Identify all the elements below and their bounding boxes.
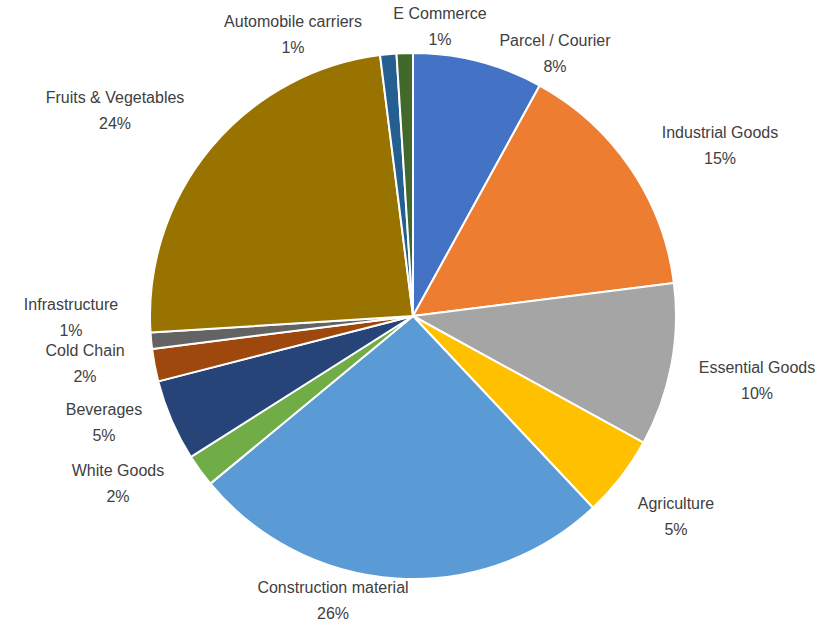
slice-label: E Commerce xyxy=(393,5,486,22)
value-label: 1% xyxy=(59,322,82,339)
slice xyxy=(413,86,674,316)
slice-label: Infrastructure xyxy=(24,296,118,313)
value-label: 5% xyxy=(92,427,115,444)
slice-label: Industrial Goods xyxy=(662,124,779,141)
value-label: 2% xyxy=(106,488,129,505)
slices xyxy=(150,53,676,579)
slice-label: Automobile carriers xyxy=(224,13,362,30)
labels: Parcel / Courier 8% Industrial Goods 15% Ess… xyxy=(24,5,815,622)
value-label: 1% xyxy=(281,39,304,56)
value-label: 10% xyxy=(741,385,773,402)
value-label: 5% xyxy=(664,521,687,538)
slice-label: Essential Goods xyxy=(699,359,816,376)
slice-label: Construction material xyxy=(257,579,408,596)
value-label: 2% xyxy=(73,368,96,385)
slice-label: White Goods xyxy=(72,462,164,479)
slice-label: Parcel / Courier xyxy=(499,32,611,49)
slice-label: Fruits & Vegetables xyxy=(46,89,185,106)
slice xyxy=(396,53,413,316)
slice-label: Beverages xyxy=(66,401,143,418)
value-label: 15% xyxy=(704,150,736,167)
value-label: 24% xyxy=(99,115,131,132)
slice-label: Cold Chain xyxy=(45,342,124,359)
value-label: 26% xyxy=(317,605,349,622)
slice xyxy=(380,54,413,316)
slice-label: Agriculture xyxy=(638,495,715,512)
value-label: 1% xyxy=(428,31,451,48)
value-label: 8% xyxy=(543,58,566,75)
slice xyxy=(150,55,413,332)
chart: Parcel / Courier 8% Industrial Goods 15% Ess… xyxy=(0,0,838,628)
